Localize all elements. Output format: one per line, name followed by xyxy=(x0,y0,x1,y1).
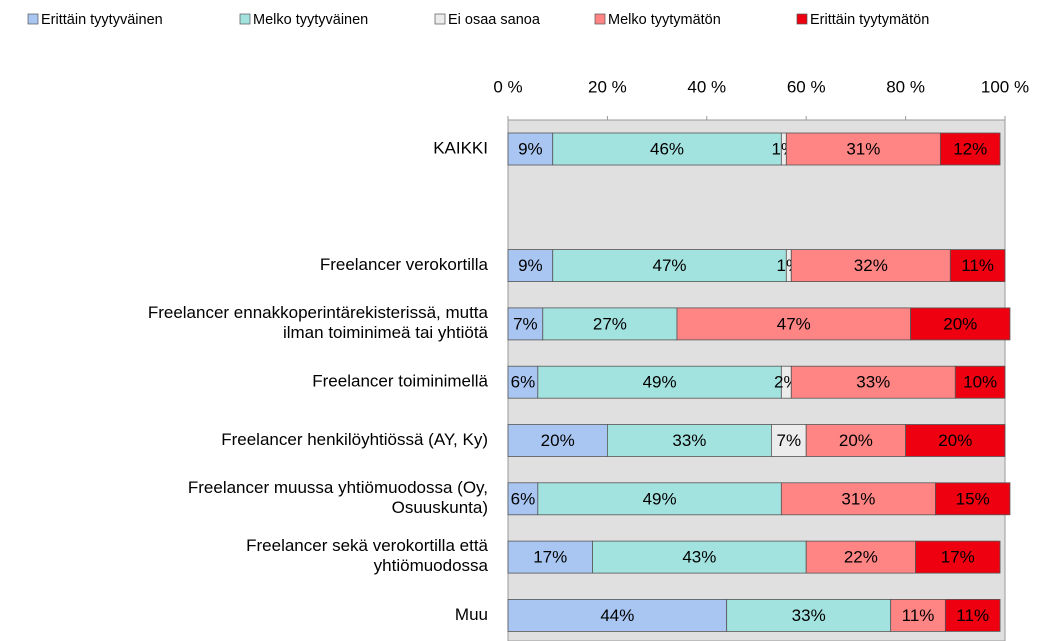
y-tick-label: Muu xyxy=(455,605,488,624)
data-label: 22% xyxy=(844,548,878,567)
data-label: 20% xyxy=(938,431,972,450)
legend-label: Erittäin tyytyväinen xyxy=(41,12,163,28)
bar-segment xyxy=(537,365,782,399)
bar-segment xyxy=(592,540,807,574)
x-tick-label: 60 % xyxy=(787,77,826,96)
bar-segment xyxy=(771,424,807,457)
data-label: 47% xyxy=(777,314,811,333)
bar-segment xyxy=(785,132,941,166)
data-label: 31% xyxy=(841,489,875,508)
bar-segment xyxy=(910,307,1011,341)
data-label: 7% xyxy=(777,431,802,450)
bar-segment xyxy=(552,132,782,166)
y-tick-label: Freelancer ennakkoperintärekisterissä, m… xyxy=(148,303,489,342)
legend-swatch xyxy=(594,13,606,25)
bar-segment xyxy=(507,599,728,632)
data-label: 20% xyxy=(541,431,575,450)
data-label: 20% xyxy=(839,431,873,450)
data-label: 31% xyxy=(846,139,880,158)
bar-segment xyxy=(915,540,1001,574)
data-label: 11% xyxy=(902,606,935,625)
legend-swatch xyxy=(434,13,446,25)
bar-segment xyxy=(954,365,1006,399)
bar-segment xyxy=(905,424,1006,457)
y-tick-label: Freelancer sekä verokortilla että yhtiömu… xyxy=(246,537,488,576)
bar-segment xyxy=(890,599,946,632)
legend-swatch xyxy=(27,13,39,25)
legend-label: Melko tyytymätön xyxy=(608,12,721,28)
bar-segment xyxy=(507,482,539,516)
x-tick-label: 40 % xyxy=(687,77,726,96)
legend-label: Melko tyytyväinen xyxy=(253,12,368,28)
bar-segment xyxy=(552,249,787,283)
y-tick-label: KAIKKI xyxy=(433,138,488,157)
data-label: 49% xyxy=(643,373,677,392)
legend-label: Ei osaa sanoa xyxy=(448,12,541,28)
data-label: 47% xyxy=(653,256,687,275)
x-tick-label: 100 % xyxy=(981,77,1029,96)
data-label: 43% xyxy=(682,548,716,567)
bar-segment xyxy=(507,249,554,283)
data-label: 11% xyxy=(961,256,994,275)
y-tick-label: Freelancer verokortilla xyxy=(320,255,489,274)
bar-segment xyxy=(537,482,782,516)
data-label: 49% xyxy=(643,489,677,508)
data-label: 33% xyxy=(856,373,890,392)
y-tick-label: Freelancer toiminimellä xyxy=(312,372,488,391)
bar-segment xyxy=(805,424,907,457)
data-label: 32% xyxy=(854,256,888,275)
bar-segment xyxy=(949,249,1006,283)
data-label: 15% xyxy=(956,489,990,508)
x-tick-label: 80 % xyxy=(886,77,925,96)
bar-segment xyxy=(507,365,539,399)
bar-segment xyxy=(676,307,911,341)
bar-segment xyxy=(542,307,678,341)
data-label: 33% xyxy=(672,431,706,450)
x-tick-label: 0 % xyxy=(493,77,522,96)
bar-segment xyxy=(507,307,544,341)
bar-segment xyxy=(944,599,1001,632)
bar-segment xyxy=(790,249,951,283)
data-label: 20% xyxy=(943,314,977,333)
data-label: 10% xyxy=(963,373,997,392)
data-label: 9% xyxy=(518,139,543,158)
data-label: 46% xyxy=(650,139,684,158)
data-label: 9% xyxy=(518,256,543,275)
bar-segment xyxy=(507,424,608,457)
legend-swatch xyxy=(796,13,808,25)
data-label: 6% xyxy=(511,489,536,508)
data-label: 7% xyxy=(513,314,538,333)
bar-segment xyxy=(607,424,772,457)
data-label: 12% xyxy=(953,139,987,158)
y-tick-label: Freelancer henkilöyhtiössä (AY, Ky) xyxy=(221,430,488,449)
bar-segment xyxy=(726,599,892,632)
bar-segment xyxy=(935,482,1011,516)
bar-segment xyxy=(939,132,1001,166)
data-label: 27% xyxy=(593,314,627,333)
x-tick-label: 20 % xyxy=(588,77,627,96)
bar-segment xyxy=(507,540,593,574)
legend-swatch xyxy=(239,13,251,25)
data-label: 33% xyxy=(792,606,826,625)
data-label: 44% xyxy=(600,606,634,625)
data-label: 17% xyxy=(533,548,567,567)
data-label: 11% xyxy=(956,606,989,625)
legend-label: Erittäin tyytymätön xyxy=(810,12,929,28)
data-label: 17% xyxy=(941,548,975,567)
y-tick-label: Freelancer muussa yhtiömuodossa (Oy, Osuu… xyxy=(188,478,488,517)
data-label: 6% xyxy=(511,373,536,392)
